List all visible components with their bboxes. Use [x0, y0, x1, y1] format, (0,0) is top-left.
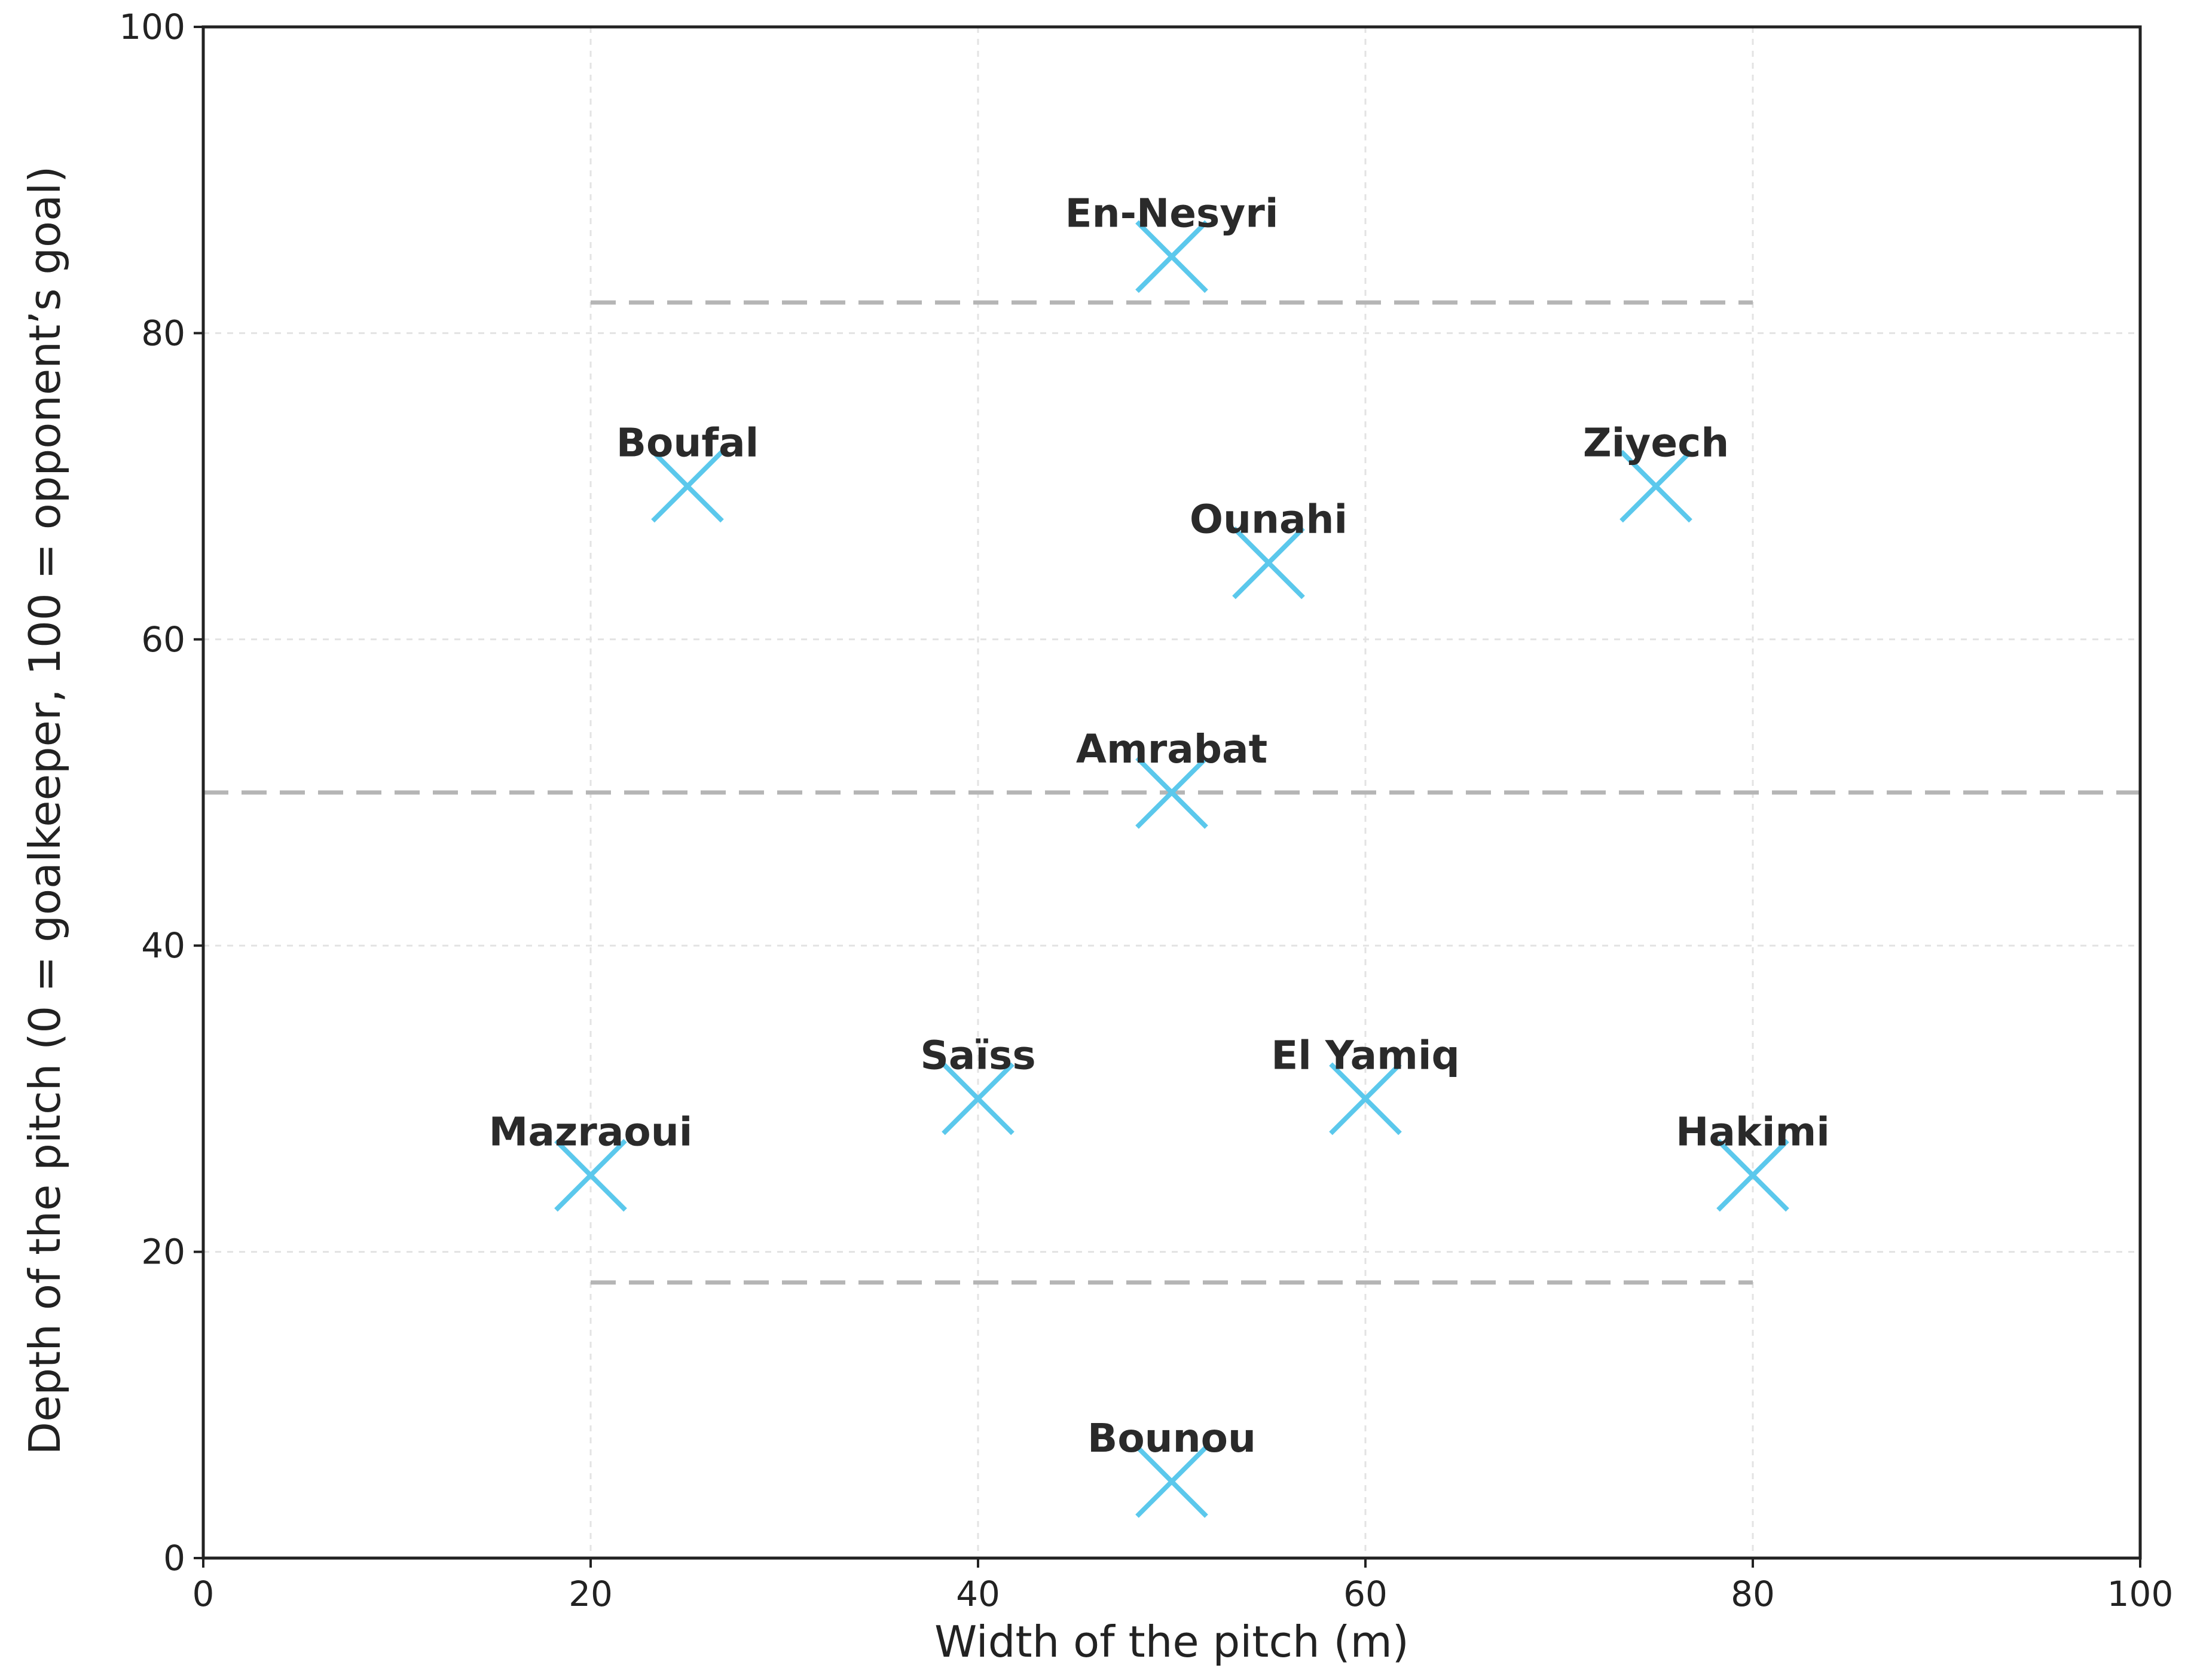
player-label-hakimi: Hakimi — [1676, 1109, 1830, 1155]
x-marker-stroke — [651, 449, 724, 523]
player-point-mazraoui: Mazraoui — [489, 1109, 693, 1212]
player-point-hakimi: Hakimi — [1676, 1109, 1830, 1212]
x-marker-stroke — [1232, 526, 1305, 599]
player-point-amrabat: Amrabat — [1076, 726, 1267, 829]
player-point-sa-ss: Saïss — [920, 1032, 1036, 1136]
player-label-en-nesyri: En-Nesyri — [1065, 190, 1279, 236]
player-label-mazraoui: Mazraoui — [489, 1109, 693, 1155]
x-marker-stroke — [1716, 1139, 1789, 1212]
y-tick-label-100: 100 — [119, 7, 185, 47]
x-marker-stroke — [942, 1062, 1015, 1136]
player-label-bounou: Bounou — [1087, 1415, 1256, 1461]
player-label-sa-ss: Saïss — [920, 1032, 1035, 1078]
player-point-el-yamiq: El Yamiq — [1271, 1032, 1460, 1136]
data-points: En-Nesyri Boufal Ziyech Ounahi Amrabat Saïss E… — [489, 190, 1830, 1518]
x-tick-label-40: 40 — [956, 1574, 1000, 1614]
y-tick-label-20: 20 — [141, 1232, 185, 1272]
player-label-amrabat: Amrabat — [1076, 726, 1267, 772]
y-tick-label-60: 60 — [141, 619, 185, 660]
player-label-boufal: Boufal — [616, 420, 759, 466]
axis-ticks: 0 20 40 60 80 100 0 20 40 60 80 100 — [119, 7, 2173, 1614]
y-axis-title: Depth of the pitch (0 = goalkeeper, 100 … — [20, 166, 70, 1455]
player-point-boufal: Boufal — [616, 420, 759, 523]
player-label-ziyech: Ziyech — [1583, 420, 1729, 466]
x-tick-label-0: 0 — [192, 1574, 215, 1614]
x-marker-stroke — [554, 1139, 627, 1212]
player-label-ounahi: Ounahi — [1190, 497, 1347, 543]
player-point-ounahi: Ounahi — [1190, 497, 1347, 599]
x-tick-label-100: 100 — [2107, 1574, 2174, 1614]
player-point-en-nesyri: En-Nesyri — [1065, 190, 1279, 293]
x-marker-stroke — [1135, 220, 1208, 293]
y-tick-label-80: 80 — [141, 313, 185, 353]
y-tick-label-0: 0 — [163, 1538, 185, 1578]
plot-area-frame — [201, 25, 2142, 1560]
x-tick-label-20: 20 — [569, 1574, 613, 1614]
player-point-bounou: Bounou — [1087, 1415, 1256, 1518]
x-marker-stroke — [1135, 1445, 1208, 1518]
x-tick-label-60: 60 — [1343, 1574, 1388, 1614]
x-marker-stroke — [1619, 449, 1692, 523]
y-tick-label-40: 40 — [141, 925, 185, 966]
x-tick-label-80: 80 — [1731, 1574, 1775, 1614]
player-label-el-yamiq: El Yamiq — [1271, 1032, 1460, 1078]
x-marker-stroke — [1329, 1062, 1402, 1136]
x-marker-stroke — [1135, 756, 1208, 829]
player-point-ziyech: Ziyech — [1583, 420, 1729, 523]
x-axis-title: Width of the pitch (m) — [934, 1617, 1409, 1667]
